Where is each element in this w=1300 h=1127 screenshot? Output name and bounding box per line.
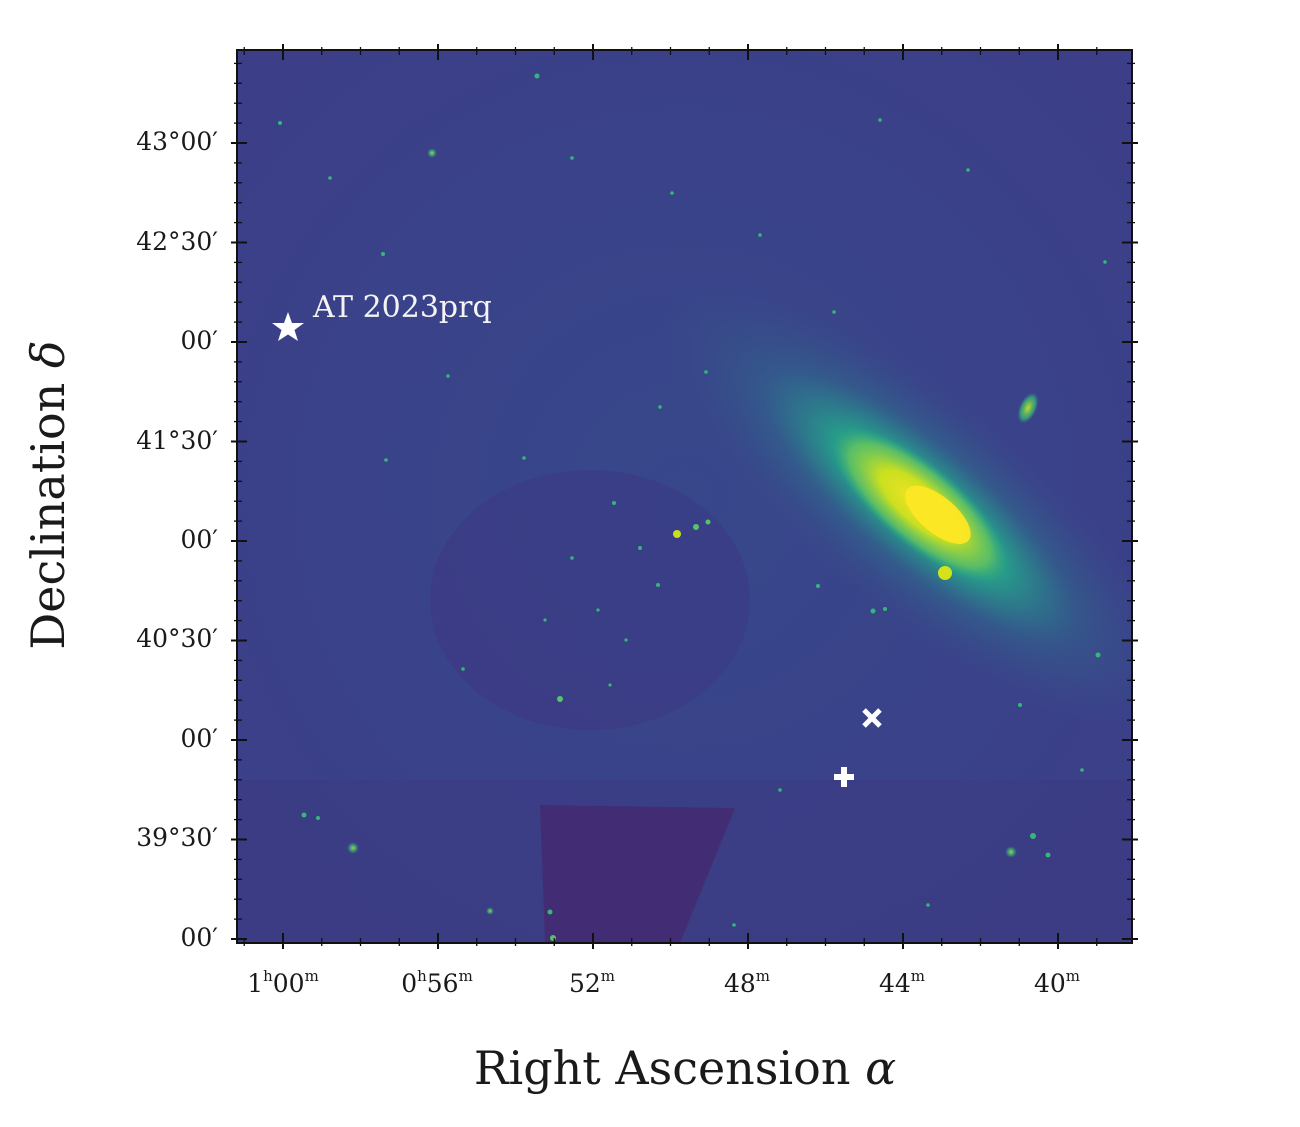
y-tick-label: 40°30′ [136,624,218,653]
transient-annotation-label: AT 2023prq [313,290,492,325]
y-tick-label: 00′ [180,525,219,554]
satellite-galaxy-m32 [938,566,952,580]
x-mark-icon [862,708,882,728]
galaxy-nucleus [905,485,971,544]
plot-frame [236,49,1133,944]
y-tick-label: 00′ [180,326,219,355]
dark-cluster-region [430,470,750,730]
y-tick-label: 00′ [180,923,219,952]
x-tick-label: 0h56m [401,967,473,998]
dark-wedge-region [540,805,735,943]
x-tick-label: 1h00m [247,967,319,998]
y-tick-label: 00′ [180,724,219,753]
sky-image [237,50,1132,943]
y-tick-label: 39°30′ [136,823,218,852]
satellite-galaxy [1017,392,1039,424]
x-axis-title: Right Ascension α [473,1041,897,1095]
star-icon [272,312,304,341]
x-tick-label: 52m [568,967,616,998]
x-tick-label: 48m [723,967,771,998]
y-axis-title: Declination δ [21,340,75,650]
plus-icon [834,767,854,787]
y-tick-label: 43°00′ [136,127,218,156]
y-tick-label: 42°30′ [136,227,218,256]
star-field [278,73,1107,941]
x-tick-label: 40m [1033,967,1081,998]
x-tick-label: 44m [878,967,926,998]
andromeda-galaxy [657,276,1132,734]
y-tick-label: 41°30′ [136,426,218,455]
axis-ticks [231,44,1138,949]
